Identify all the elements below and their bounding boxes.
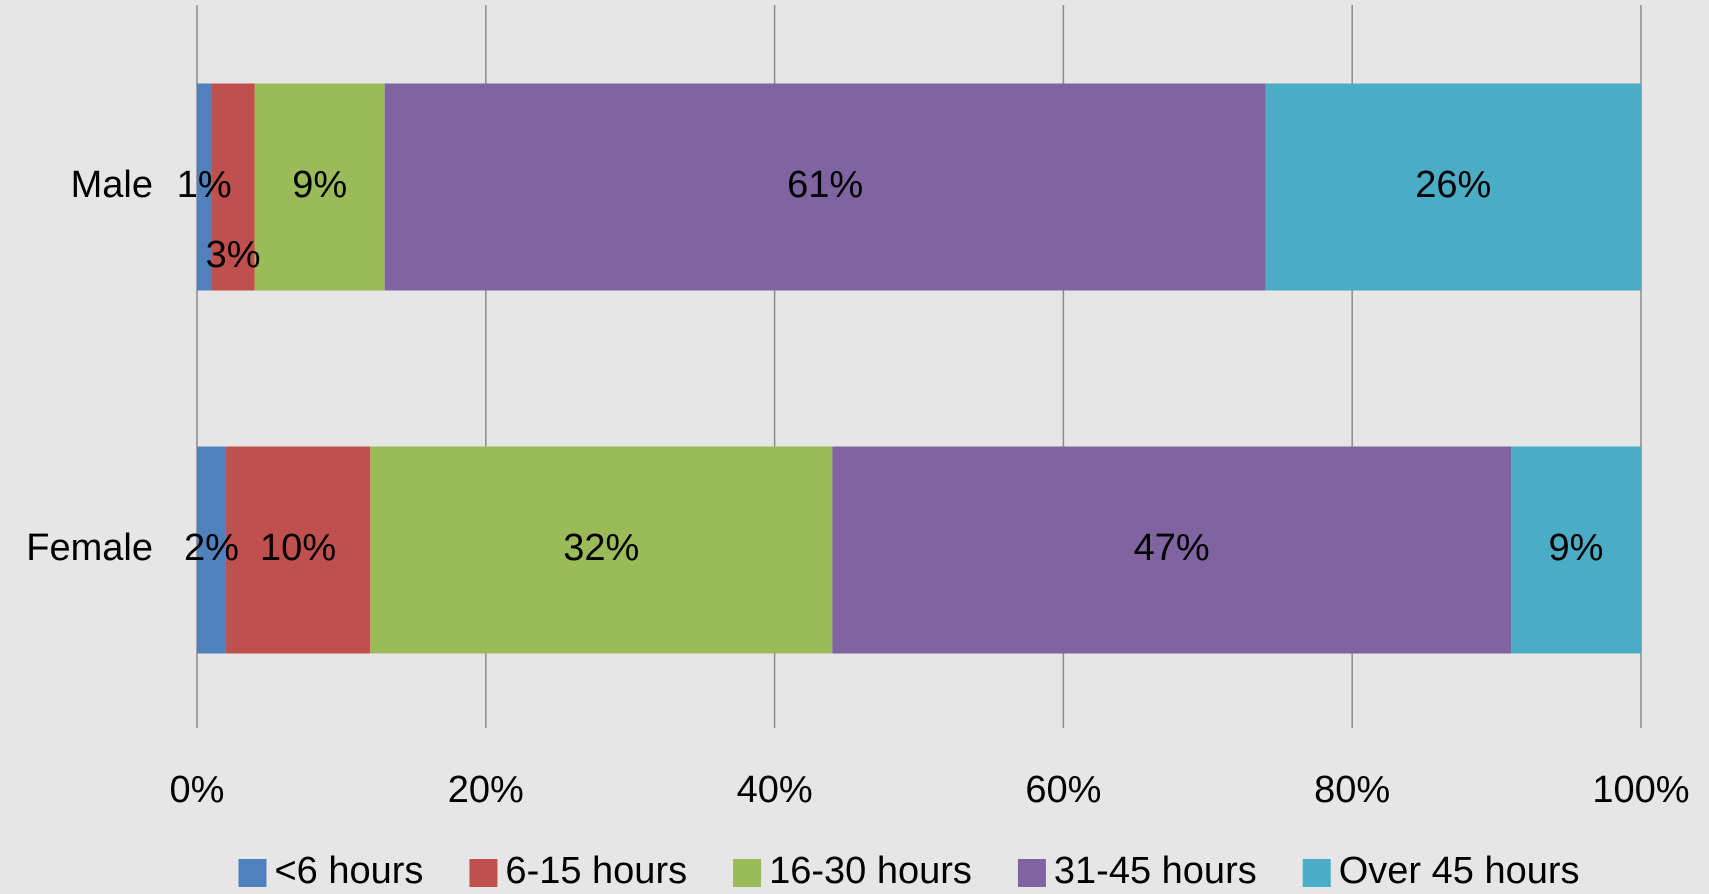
x-tick-label: 60% xyxy=(1025,769,1101,811)
legend-swatch xyxy=(1017,859,1046,887)
legend-label: <6 hours xyxy=(274,850,423,892)
x-tick-label: 40% xyxy=(737,769,813,811)
legend-label: Over 45 hours xyxy=(1339,850,1580,892)
x-tick-label: 20% xyxy=(448,769,524,811)
category-label: Female xyxy=(26,527,153,569)
legend-swatch xyxy=(733,859,762,887)
legend: <6 hours 6-15 hours 16-30 hours 31-45 hours… xyxy=(238,850,1580,892)
bar-segment xyxy=(1265,83,1641,291)
x-tick-label: 80% xyxy=(1314,769,1390,811)
bar-segment xyxy=(254,83,385,291)
data-label: 1% xyxy=(177,164,232,206)
data-label: 2% xyxy=(184,527,239,569)
data-label: 26% xyxy=(1415,164,1491,206)
data-label: 3% xyxy=(206,234,261,276)
data-label: 9% xyxy=(292,164,347,206)
legend-label: 6-15 hours xyxy=(505,850,687,892)
bar-segment xyxy=(197,83,212,291)
x-tick-label: 100% xyxy=(1592,769,1689,811)
data-label: 47% xyxy=(1134,527,1210,569)
category-label: Male xyxy=(71,164,153,206)
x-tick-label: 0% xyxy=(170,769,225,811)
legend-swatch xyxy=(469,859,498,887)
bar-segment xyxy=(1511,446,1641,654)
legend-label: 16-30 hours xyxy=(769,850,972,892)
data-label: 61% xyxy=(787,164,863,206)
legend-swatch xyxy=(238,859,267,887)
bar-segment xyxy=(370,446,833,654)
bar-segment xyxy=(197,446,226,654)
bar-segment xyxy=(225,446,371,654)
legend-label: 31-45 hours xyxy=(1054,850,1257,892)
bar-segment xyxy=(384,83,1266,291)
bar-segment xyxy=(832,446,1512,654)
legend-swatch xyxy=(1302,859,1331,887)
data-label: 32% xyxy=(563,527,639,569)
bar-segment xyxy=(211,83,255,291)
data-label: 10% xyxy=(260,527,336,569)
data-label: 9% xyxy=(1549,527,1604,569)
